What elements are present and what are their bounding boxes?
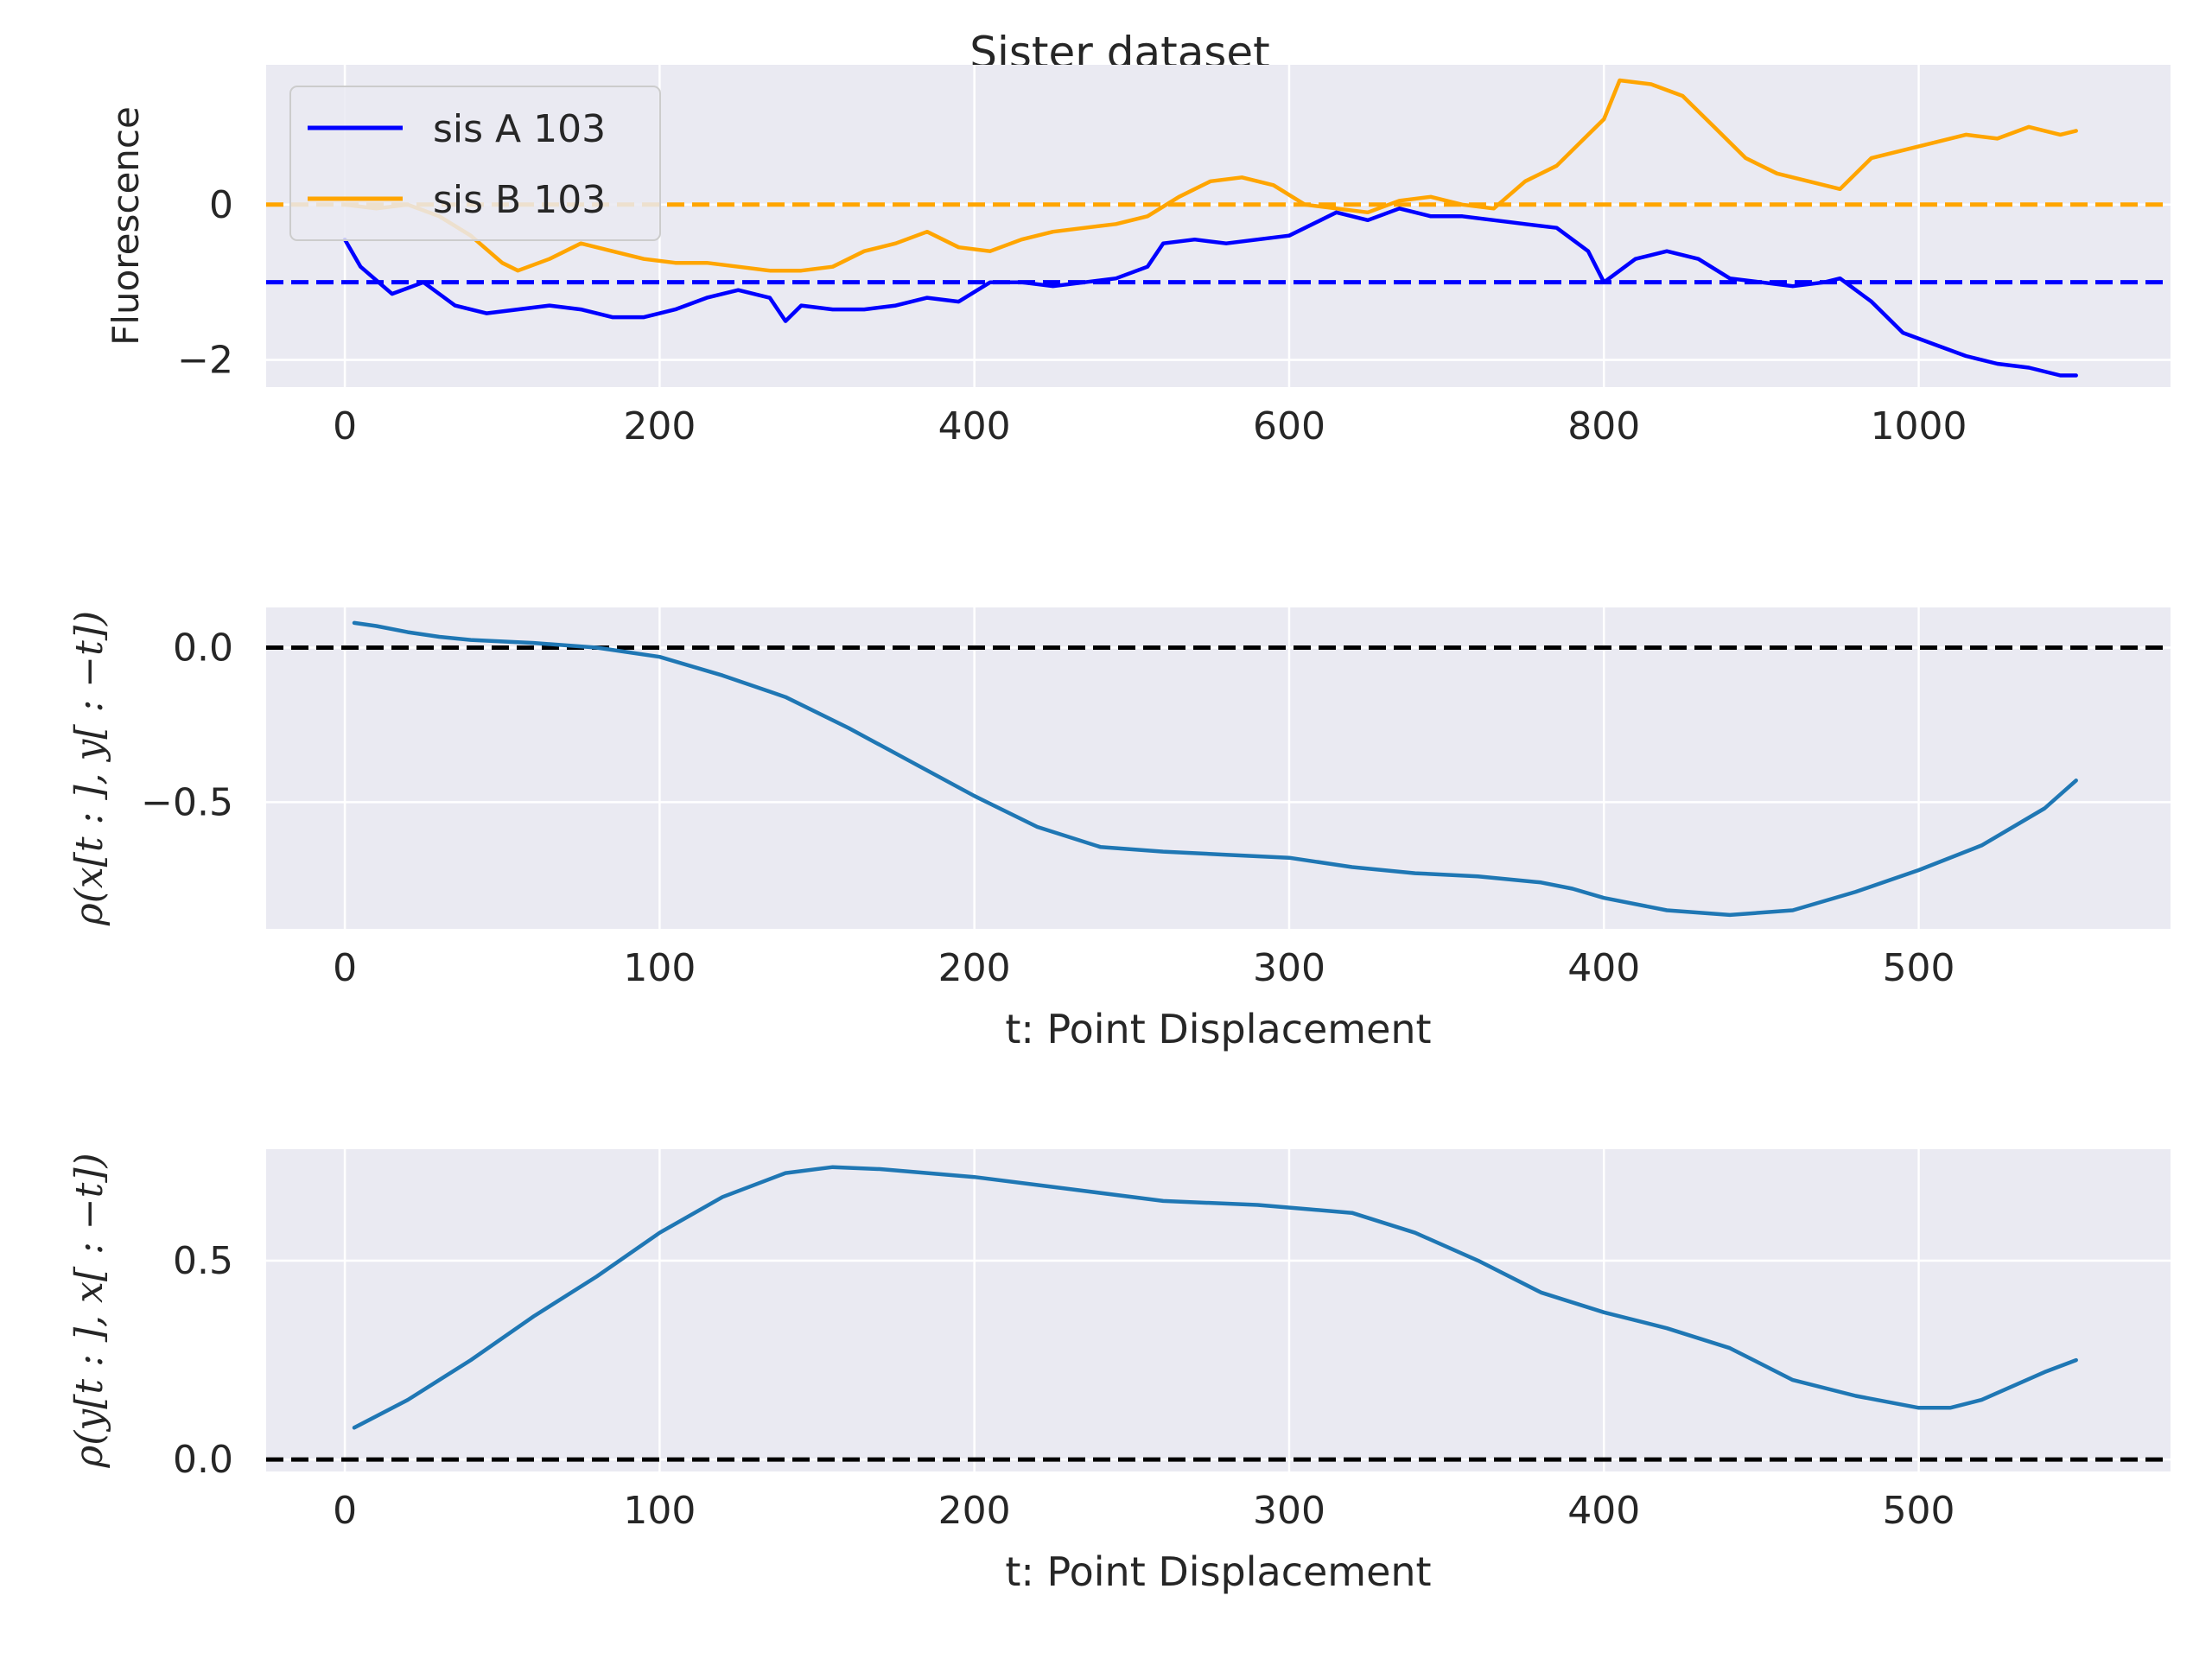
x-tick-label: 800 — [1567, 404, 1640, 448]
x-tick-label: 200 — [938, 946, 1011, 990]
x-tick-label: 300 — [1253, 1489, 1325, 1533]
y-axis-label: ρ(x[t : ], y[ : −t]) — [67, 611, 111, 926]
x-axis-label: t: Point Displacement — [1005, 1548, 1431, 1595]
series-line-1 — [352, 1165, 2078, 1430]
y-axis-label: ρ(y[t : ], x[ : −t]) — [67, 1153, 111, 1468]
panel-fluorescence: 0 200 400 600 800 1000 0 −2 Fluorescence sis A 10… — [105, 65, 2171, 448]
y-tick-label: 0 — [209, 183, 233, 227]
y-axis-label: Fluorescence — [105, 106, 147, 346]
y-tick-label: 0.0 — [173, 1438, 233, 1482]
legend-label: sis B 103 — [433, 178, 606, 222]
y-tick-label: 0.0 — [173, 626, 233, 671]
plot-area — [266, 607, 2171, 929]
x-tick-label: 400 — [938, 404, 1011, 448]
x-tick-label: 500 — [1883, 946, 1955, 990]
legend-box — [289, 86, 661, 241]
legend: sis A 103 sis B 103 — [289, 86, 661, 241]
plot-area — [266, 1149, 2171, 1471]
x-tick-label: 0 — [333, 404, 357, 448]
y-tick-label: 0.5 — [173, 1239, 233, 1283]
panel-correlation-yx: 0 100 200 300 400 500 0.5 0.0 t: Point Displacem… — [67, 1149, 2171, 1595]
x-tick-label: 1000 — [1871, 404, 1967, 448]
x-tick-label: 200 — [623, 404, 696, 448]
x-tick-label: 0 — [333, 946, 357, 990]
x-tick-label: 100 — [623, 1489, 696, 1533]
legend-label: sis A 103 — [433, 107, 606, 151]
series-line-1 — [352, 620, 2078, 918]
x-tick-label: 200 — [938, 1489, 1011, 1533]
x-axis-label: t: Point Displacement — [1005, 1006, 1431, 1052]
x-tick-label: 100 — [623, 946, 696, 990]
y-tick-label: −0.5 — [141, 780, 233, 824]
x-tick-label: 600 — [1253, 404, 1325, 448]
x-tick-label: 500 — [1883, 1489, 1955, 1533]
x-tick-label: 0 — [333, 1489, 357, 1533]
series-line-1 — [342, 207, 2078, 378]
series-line-2 — [342, 78, 2078, 273]
x-tick-label: 400 — [1567, 1489, 1640, 1533]
x-tick-label: 300 — [1253, 946, 1325, 990]
x-tick-label: 400 — [1567, 946, 1640, 990]
panel-correlation-xy: 0 100 200 300 400 500 0.0 −0.5 t: Point Displace… — [67, 607, 2171, 1052]
y-tick-label: −2 — [177, 339, 233, 383]
